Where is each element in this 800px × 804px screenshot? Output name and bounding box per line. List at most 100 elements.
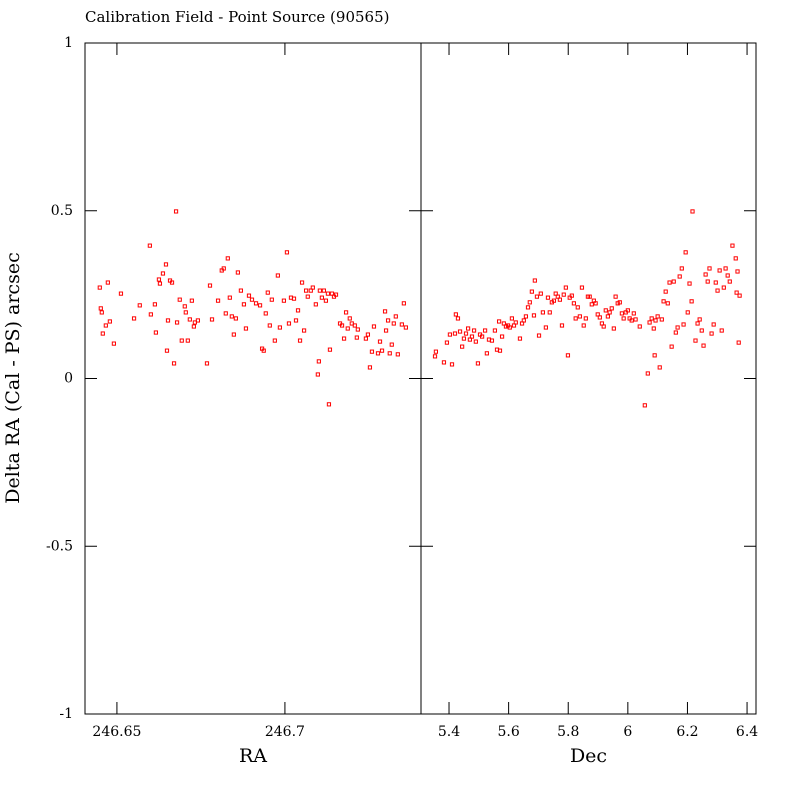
data-point [736,340,741,345]
data-point [545,295,551,300]
data-point [521,318,526,323]
data-point [529,289,534,294]
data-point [735,269,740,274]
data-point [683,250,688,255]
data-point [385,318,391,323]
data-point [538,291,543,296]
data-point [707,266,712,271]
x-tick-label: 5.6 [497,724,519,740]
data-point [492,328,498,333]
data-point [571,301,576,306]
data-point [275,273,280,278]
data-point [227,295,232,300]
data-point [651,326,656,331]
data-point [452,331,458,336]
data-point [513,320,518,325]
data-point [479,334,485,339]
data-point [475,361,481,366]
data-point [540,310,545,315]
data-point [559,323,565,328]
data-point [460,344,465,349]
data-point [675,325,680,330]
data-point [99,310,104,315]
data-point [447,332,453,337]
data-point [238,288,244,293]
data-point [153,330,158,335]
data-point [737,293,742,298]
data-point [699,328,704,333]
data-point [690,209,695,214]
data-point [293,318,299,323]
data-point [557,297,562,302]
data-point [695,321,700,326]
data-point [569,293,574,298]
data-point [551,298,557,303]
data-point [715,288,720,293]
data-point [371,324,377,329]
data-point [164,348,170,353]
data-point [543,325,548,330]
data-point [277,325,282,330]
plot-frame [420,42,757,715]
data-point [655,314,660,319]
data-point [461,336,467,341]
data-point [619,311,624,316]
data-point [355,327,360,332]
data-point [725,273,730,278]
data-point [315,372,320,377]
data-point [471,328,477,333]
data-point [375,351,381,356]
data-point [697,317,702,322]
data-point [444,340,450,345]
data-point [333,292,339,297]
y-tick-label: -0.5 [46,538,73,554]
data-point [97,285,102,290]
data-point [191,324,196,329]
data-point [730,243,735,248]
data-point [286,321,292,326]
data-point [689,299,694,304]
data-point [645,371,650,376]
data-point [235,270,240,275]
y-tick-label: 0.5 [51,203,73,219]
x-tick-label: 6.4 [736,724,758,740]
data-point [717,268,722,273]
data-point [171,361,177,366]
data-point [509,316,515,321]
data-point [649,316,654,321]
data-point [327,347,333,352]
data-point [261,348,266,353]
data-point [679,266,684,271]
data-point [399,322,404,327]
data-point [609,306,614,311]
data-point [377,339,383,344]
data-point [607,310,612,315]
data-point [204,361,210,366]
data-point [685,310,690,315]
data-point [111,341,116,346]
data-point [182,304,187,309]
y-tick-label: 1 [64,35,73,51]
data-point [403,325,408,330]
data-point [642,403,647,408]
data-point [441,360,447,365]
data-point [484,351,489,356]
data-point [221,266,226,271]
data-point [173,209,179,214]
data-point [453,312,458,317]
data-point [319,295,324,300]
data-point [233,316,238,321]
data-point [148,312,153,317]
data-point [169,280,175,285]
data-point [637,324,642,329]
data-point [709,331,714,336]
data-point [547,310,552,315]
data-point [663,289,668,294]
data-point [387,351,392,356]
data-point [577,314,582,319]
chart-title: Calibration Field - Point Source (90565) [85,8,389,26]
data-point [705,279,710,284]
data-point [523,314,529,319]
data-point [391,321,396,326]
data-point [325,291,331,296]
